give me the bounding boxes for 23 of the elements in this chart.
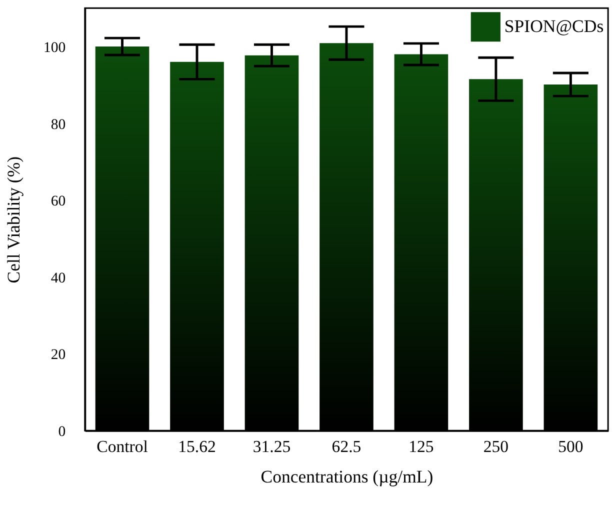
y-tick-label: 40 [50, 270, 66, 286]
bar [320, 43, 374, 431]
legend-label: SPION@CDs [504, 16, 604, 36]
bar [170, 62, 224, 431]
y-axis-title: Cell Viability (%) [4, 156, 24, 284]
x-tick-label: 125 [408, 436, 434, 456]
x-tick-label: 250 [483, 436, 509, 456]
y-tick-label: 60 [50, 194, 66, 210]
x-axis-title: Concentrations (µg/mL) [260, 466, 434, 486]
bar [244, 55, 299, 431]
x-tick-label: 62.5 [332, 436, 362, 456]
y-tick-label: 100 [43, 40, 66, 56]
bar [469, 79, 523, 431]
x-tick-label: 31.25 [252, 436, 291, 456]
x-tick-label: 15.62 [178, 436, 216, 456]
y-tick-label: 20 [50, 347, 66, 364]
bar [544, 84, 598, 431]
bar [394, 54, 448, 431]
y-tick-label: 80 [50, 116, 66, 133]
x-tick-label: 500 [558, 436, 584, 456]
bar [95, 46, 150, 431]
y-tick-label: 0 [58, 424, 66, 440]
x-tick-label: Control [96, 436, 148, 456]
